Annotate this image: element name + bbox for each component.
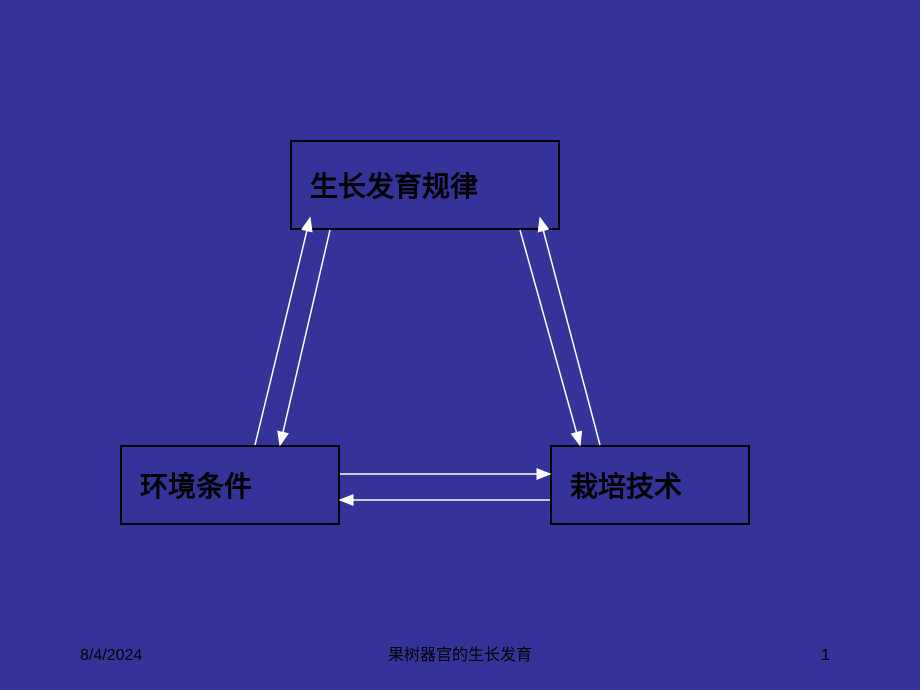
edge-left-top [255,218,310,445]
edge-top-right [520,230,580,445]
node-right-label: 栽培技术 [570,465,682,505]
node-top-label: 生长发育规律 [310,165,478,205]
edge-top-left [280,230,330,445]
footer-date: 8/4/2024 [80,647,142,665]
node-left-label: 环境条件 [140,465,252,505]
node-right: 栽培技术 [550,445,750,525]
footer-page: 1 [821,647,830,665]
edge-right-top [540,218,600,445]
node-left: 环境条件 [120,445,340,525]
arrows-layer [0,0,920,690]
node-top: 生长发育规律 [290,140,560,230]
footer-title: 果树器官的生长发育 [388,641,532,665]
